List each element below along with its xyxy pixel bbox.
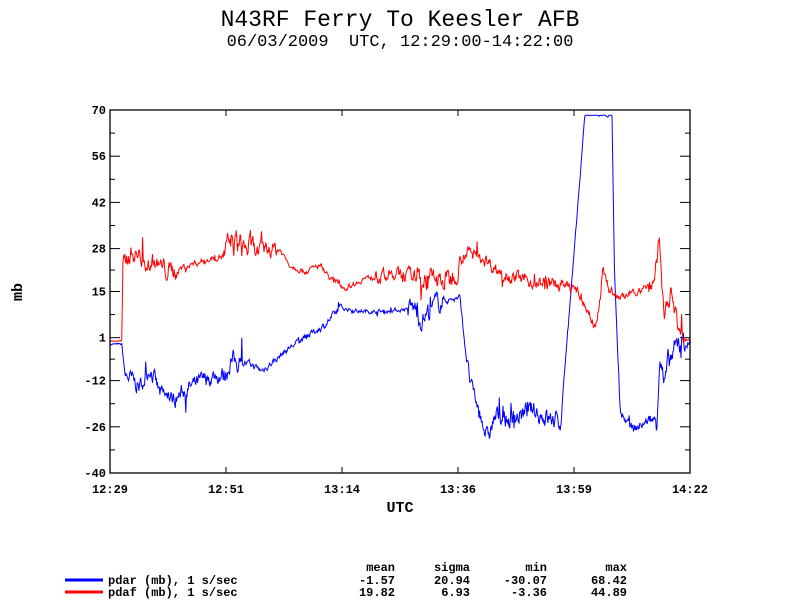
legend-stat-max: 44.89: [591, 586, 627, 600]
y-axis-label: mb: [10, 283, 27, 301]
legend-stat-max: 68.42: [591, 574, 627, 588]
x-axis-label: UTC: [386, 500, 413, 517]
stats-header-min: min: [525, 561, 547, 575]
stats-header-sigma: sigma: [434, 561, 470, 575]
plot-frame: [109, 109, 691, 474]
legend-label: pdar (mb), 1 s/sec: [108, 574, 238, 588]
legend-stat-min: -3.36: [511, 586, 547, 600]
y-tick-label: -12: [84, 375, 106, 389]
legend-stat-sigma: 20.94: [434, 574, 470, 588]
x-tick-label: 12:51: [208, 483, 244, 497]
x-tick-label: 13:59: [556, 483, 592, 497]
legend-stat-mean: -1.57: [359, 574, 395, 588]
chart-subtitle: 06/03/2009 UTC, 12:29:00-14:22:00: [227, 33, 574, 52]
y-tick-label: 28: [92, 243, 106, 257]
stats-header-max: max: [605, 561, 627, 575]
legend-stat-min: -30.07: [504, 574, 547, 588]
y-tick-label: 1: [99, 332, 106, 346]
legend-label: pdaf (mb), 1 s/sec: [108, 586, 238, 600]
y-tick-label: 56: [92, 150, 106, 164]
x-tick-label: 13:14: [324, 483, 360, 497]
stats-header-mean: mean: [366, 561, 395, 575]
x-tick-label: 13:36: [440, 483, 476, 497]
x-tick-label: 12:29: [92, 483, 128, 497]
y-tick-label: 42: [92, 196, 106, 210]
chart-title: N43RF Ferry To Keesler AFB: [221, 7, 580, 33]
x-tick-label: 14:22: [672, 483, 708, 497]
y-tick-label: 15: [92, 286, 106, 300]
legend-stat-mean: 19.82: [359, 586, 395, 600]
y-tick-label: -26: [84, 421, 106, 435]
y-tick-label: 70: [92, 104, 106, 118]
legend-stat-sigma: 6.93: [441, 586, 470, 600]
series-line-pdaf: [109, 230, 690, 343]
series-line-pdar: [110, 114, 691, 439]
y-tick-label: -40: [84, 467, 106, 481]
